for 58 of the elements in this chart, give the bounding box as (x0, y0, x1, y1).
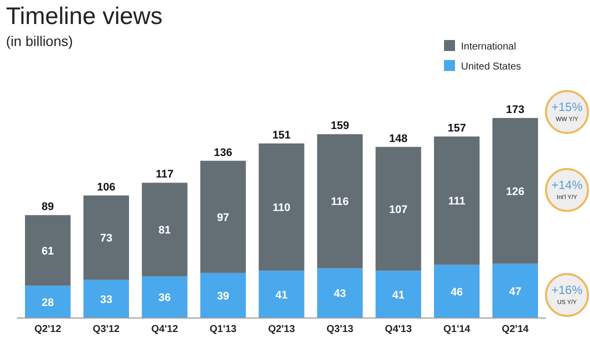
data-label: 28 (42, 296, 54, 309)
bar (492, 264, 538, 318)
bar (376, 270, 422, 318)
total-label: 157 (448, 122, 466, 134)
x-tick-label: Q3'12 (92, 324, 120, 335)
data-label: 73 (100, 232, 112, 245)
total-label: 136 (214, 146, 232, 159)
chart-title: Timeline views (6, 3, 162, 30)
data-label: 110 (272, 202, 290, 214)
data-label: 61 (42, 245, 54, 258)
total-label: 148 (389, 132, 408, 145)
legend-label: International (461, 42, 516, 52)
bar (258, 143, 304, 271)
x-tick-label: Q4'13 (384, 324, 412, 335)
data-label: 33 (100, 294, 112, 306)
data-label: 81 (158, 224, 171, 237)
total-label: 173 (506, 104, 524, 116)
bar (200, 160, 246, 273)
data-label: 41 (275, 289, 288, 302)
data-label: 97 (216, 212, 230, 224)
bar (83, 280, 129, 318)
bar (434, 264, 480, 318)
bar (25, 286, 71, 318)
x-tick-label: Q1'13 (210, 324, 237, 335)
data-label: 111 (448, 196, 466, 208)
total-label: 89 (42, 201, 54, 214)
bar (142, 276, 188, 318)
bar (200, 272, 246, 318)
bar (317, 268, 363, 318)
x-tick-label: Q1'14 (443, 324, 471, 335)
bar (376, 146, 422, 271)
data-label: 36 (158, 292, 171, 304)
total-label: 117 (156, 168, 174, 181)
data-label: 107 (389, 204, 408, 216)
data-label: 43 (334, 288, 346, 300)
chart-subtitle: (in billions) (6, 33, 73, 49)
data-label: 41 (392, 289, 404, 302)
bar (25, 215, 71, 286)
bar (434, 136, 480, 265)
bar (492, 118, 538, 264)
x-tick-label: Q2'14 (502, 324, 530, 335)
bar (258, 270, 304, 318)
total-label: 159 (330, 120, 350, 132)
data-label: 126 (506, 186, 524, 198)
data-label: 39 (216, 290, 230, 302)
total-label: 151 (272, 129, 291, 142)
bar (83, 195, 129, 280)
bar (317, 134, 363, 268)
data-label: 46 (450, 286, 463, 298)
legend-label: United States (461, 62, 522, 72)
x-tick-label: Q2'12 (34, 324, 62, 335)
bar (142, 182, 188, 276)
x-tick-label: Q2'13 (268, 324, 296, 335)
x-tick-label: Q4'12 (151, 324, 178, 335)
data-label: 47 (509, 286, 522, 298)
data-label: 116 (331, 196, 349, 208)
total-label: 106 (97, 181, 116, 194)
x-tick-label: Q3'13 (326, 324, 354, 335)
